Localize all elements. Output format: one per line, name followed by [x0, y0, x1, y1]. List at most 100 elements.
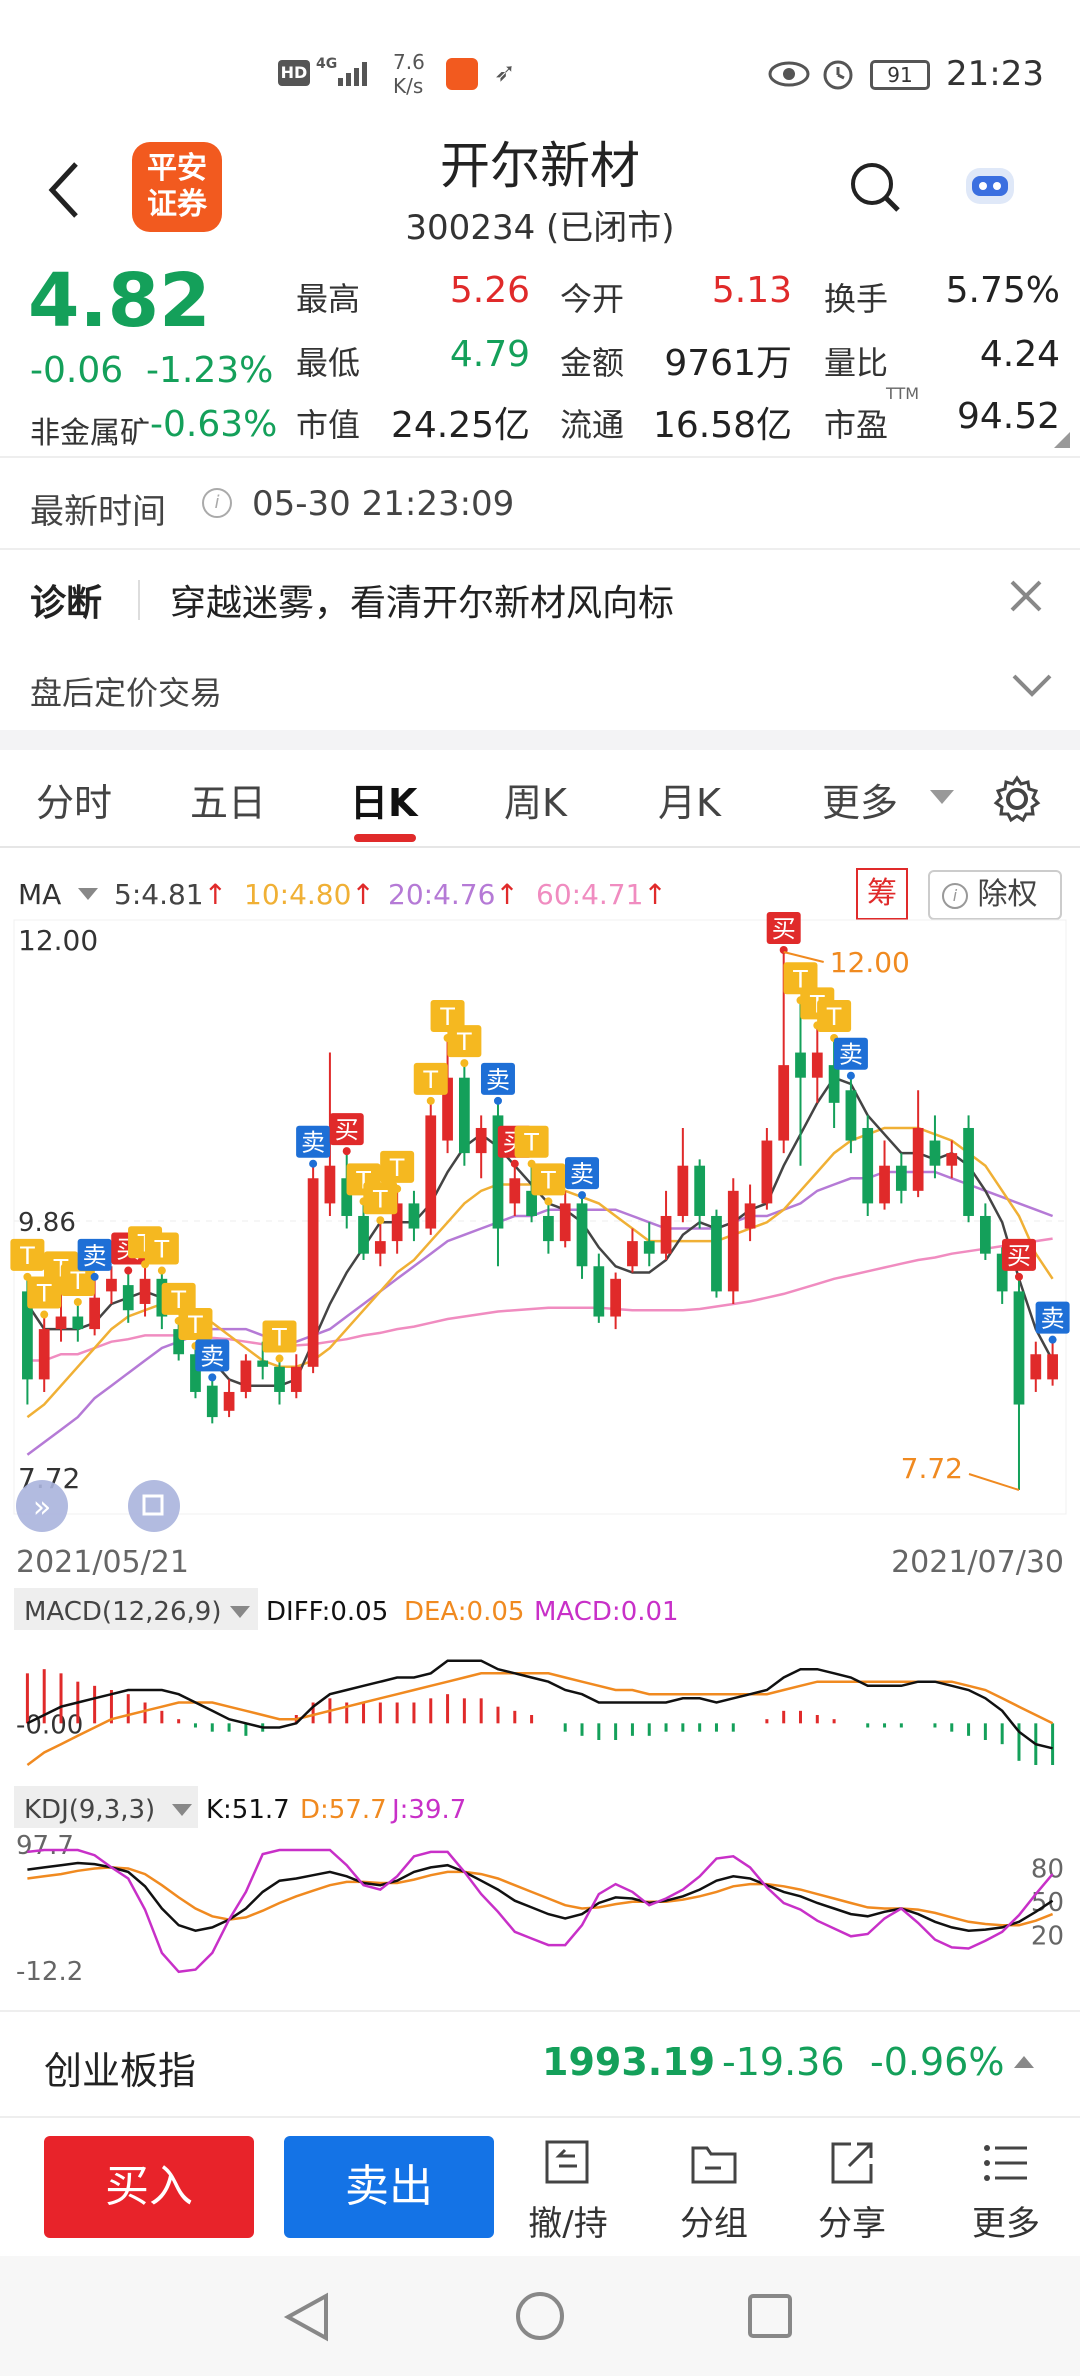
nav-home-icon[interactable]: [514, 2290, 566, 2346]
quote-value: 5.13: [711, 270, 792, 311]
candle-body: [879, 1165, 890, 1204]
macd-diff-line: [26, 1659, 1053, 1750]
net-speed-unit: K/s: [393, 74, 424, 98]
tab-more[interactable]: 更多: [822, 781, 899, 825]
signal-tag-label: T: [439, 1003, 455, 1031]
quote-value: 4.79: [449, 334, 530, 375]
signal-tag-label: T: [19, 1242, 35, 1270]
candle-body: [442, 1077, 453, 1141]
candle-body: [996, 1253, 1008, 1292]
candle-body: [643, 1241, 655, 1254]
chip-distribution-button[interactable]: 筹: [856, 868, 908, 920]
robot-assistant-icon[interactable]: [962, 160, 1018, 214]
quote-label: 量比: [824, 344, 889, 382]
ma-dropdown-icon[interactable]: [78, 888, 98, 900]
buy-button[interactable]: 买入: [44, 2136, 254, 2238]
candle-body: [845, 1090, 857, 1141]
candle-body: [341, 1178, 353, 1216]
kdj-j-line: [27, 1848, 1054, 1974]
signal-tag: [430, 999, 465, 1032]
candle-body: [374, 1241, 386, 1254]
back-icon[interactable]: [44, 158, 84, 226]
signal-dot: [1014, 1272, 1023, 1281]
after-hours-row[interactable]: 盘后定价交易: [0, 640, 1080, 730]
signal-tag: [1001, 1238, 1036, 1271]
candle-body: [257, 1360, 269, 1367]
candle-body: [173, 1329, 185, 1355]
signal-dot: [309, 1159, 318, 1168]
kline-chart-area[interactable]: MA 5:4.81↑ 10:4.80↑ 20:4.76↑ 60:4.71↑ 筹 …: [0, 850, 1080, 2010]
quote-value: 94.52: [956, 396, 1060, 437]
share-button[interactable]: 分享: [792, 2136, 912, 2245]
signal-tag: [565, 1157, 600, 1190]
quote-value: 5.26: [449, 270, 530, 311]
kline-svg[interactable]: 12.009.867.72TTTT卖买TTTT卖T卖买TTTTTT卖买TT卖买T…: [0, 850, 1080, 2010]
caret-down-icon[interactable]: [930, 790, 954, 804]
quote-label: 换手: [824, 280, 889, 318]
nav-recents-icon[interactable]: [746, 2292, 794, 2344]
signal-tag: [514, 1125, 549, 1158]
ex-rights-button[interactable]: i 除权: [928, 870, 1062, 920]
close-icon[interactable]: [1006, 576, 1046, 620]
index-change-pct: -0.96%: [870, 2040, 1005, 2084]
macd-diff-label: DIFF:0.05: [266, 1597, 388, 1627]
share-icon: [831, 2142, 873, 2184]
tab-monthly-k[interactable]: 月K: [658, 781, 721, 825]
signal-tag-label: T: [170, 1286, 186, 1314]
cancel-order-icon: [545, 2140, 589, 2184]
battery-icon: 91: [870, 60, 930, 90]
index-ticker[interactable]: 创业板指 1993.19 -19.36 -0.96%: [0, 2010, 1080, 2120]
nav-back-icon[interactable]: [282, 2292, 332, 2346]
info-icon: i: [942, 882, 968, 909]
candle-body: [1013, 1291, 1025, 1405]
ma-label[interactable]: MA: [18, 878, 62, 911]
candle-body: [22, 1291, 33, 1380]
date-start-label: 2021/05/21: [16, 1545, 189, 1580]
signal-dot: [460, 1059, 469, 1068]
sell-button[interactable]: 卖出: [284, 2136, 494, 2238]
signal-dot: [426, 1096, 435, 1105]
tab-intraday[interactable]: 分时: [36, 781, 113, 825]
signal-tag: [10, 1238, 45, 1271]
diagnosis-text: 穿越迷雾，看清开尔新材风向标: [170, 583, 675, 624]
status-time: 21:23: [946, 54, 1044, 94]
kdj-k-line: [27, 1861, 1054, 1932]
cancel-hold-button[interactable]: 撤/持: [508, 2136, 628, 2245]
after-hours-label: 盘后定价交易: [30, 674, 223, 712]
signal-tag: [363, 1182, 398, 1215]
candle-body: [89, 1297, 101, 1330]
settings-gear-icon[interactable]: [992, 774, 1042, 828]
corner-expand-icon[interactable]: [1054, 432, 1070, 448]
tab-five-day[interactable]: 五日: [190, 781, 267, 825]
signal-dot: [376, 1216, 385, 1225]
price-change: -0.06: [30, 350, 124, 391]
signal-tag: [380, 1150, 415, 1183]
broker-logo-line1: 平安: [147, 151, 207, 186]
signal-tag: [1035, 1301, 1070, 1334]
candle-body: [543, 1215, 554, 1242]
chevron-down-icon[interactable]: [1010, 670, 1054, 704]
group-button[interactable]: 分组: [654, 2136, 774, 2245]
quote-value: 4.24: [979, 334, 1060, 375]
stock-subtitle: 300234 (已闭市): [405, 208, 675, 248]
signal-tag-label: 卖: [839, 1041, 863, 1069]
macd-selector: [14, 1588, 258, 1630]
more-button[interactable]: 更多: [946, 2136, 1066, 2245]
signal-dot: [124, 1266, 133, 1275]
candle-body: [711, 1215, 722, 1292]
tab-weekly-k[interactable]: 周K: [504, 781, 567, 825]
signal-tag-label: 卖: [570, 1160, 594, 1188]
candle-body: [677, 1165, 689, 1216]
signal-dot: [40, 1310, 49, 1319]
kdj-axis-top: 97.7: [16, 1831, 74, 1861]
candle-body: [912, 1127, 924, 1191]
candle-body: [492, 1115, 504, 1229]
search-icon[interactable]: [848, 160, 902, 218]
diagnosis-banner[interactable]: 诊断 穿越迷雾，看清开尔新材风向标: [0, 552, 1080, 642]
info-icon[interactable]: i: [202, 488, 232, 518]
draw-tool-button: [128, 1480, 180, 1532]
share-label: 分享: [818, 2204, 886, 2244]
signal-tag: [144, 1232, 179, 1265]
caret-up-icon[interactable]: [1014, 2056, 1034, 2068]
tab-daily-k[interactable]: 日K: [350, 781, 418, 825]
